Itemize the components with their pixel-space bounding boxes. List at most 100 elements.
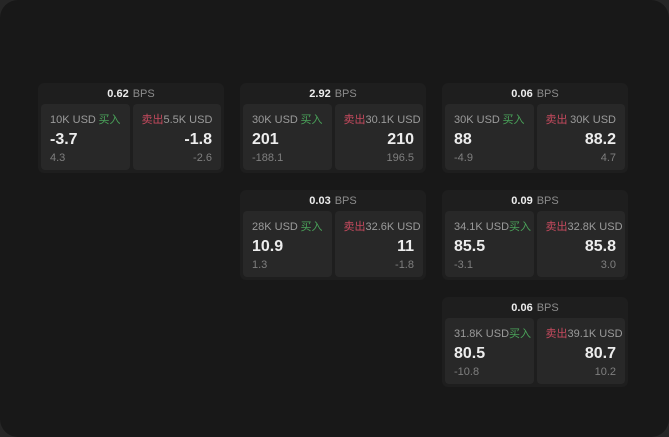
sell-panel-header: 卖出 5.5K USD — [142, 111, 213, 127]
buy-panel[interactable]: 31.8K USD 买入 80.5 -10.8 — [445, 318, 534, 384]
buy-price-value: 10.9 — [252, 237, 284, 255]
sell-side-label: 卖出 — [343, 221, 366, 233]
buy-panel[interactable]: 10K USD 买入 -3.7 4.3 — [41, 104, 130, 170]
sell-price-value: 80.7 — [584, 344, 616, 362]
quote-card: 0.06 BPS 30K USD 买入 88 -4.9 卖出 30K USD 8… — [442, 83, 628, 173]
buy-panel[interactable]: 30K USD 买入 201 -188.1 — [243, 104, 332, 170]
sell-panel-header: 卖出 32.8K USD — [545, 218, 623, 234]
sell-delta-value: -2.6 — [193, 152, 212, 164]
buy-delta-value: -3.1 — [454, 259, 473, 271]
sell-size-label: 39.1K USD — [567, 328, 623, 340]
buy-delta-value: 1.3 — [252, 259, 268, 271]
card-header: 0.06 BPS — [445, 297, 625, 318]
sell-panel[interactable]: 卖出 39.1K USD 80.7 10.2 — [536, 318, 625, 384]
buy-panel-header: 34.1K USD 买入 — [454, 218, 531, 234]
buy-size-label: 30K USD — [252, 114, 298, 126]
sell-side-label: 卖出 — [545, 114, 568, 126]
bps-unit-label: BPS — [334, 194, 357, 207]
buy-delta-value: -10.8 — [454, 366, 480, 378]
sell-delta-value: 4.7 — [600, 152, 616, 164]
card-header: 0.03 BPS — [243, 190, 423, 211]
card-body: 34.1K USD 买入 85.5 -3.1 卖出 32.8K USD 85.8… — [445, 211, 625, 277]
buy-side-label: 买入 — [509, 328, 532, 340]
sell-size-label: 30.1K USD — [365, 114, 421, 126]
sell-panel-header: 卖出 32.6K USD — [343, 218, 421, 234]
sell-side-label: 卖出 — [545, 221, 568, 233]
sell-delta-value: 10.2 — [594, 366, 616, 378]
sell-size-label: 32.8K USD — [567, 221, 623, 233]
card-body: 10K USD 买入 -3.7 4.3 卖出 5.5K USD -1.8 -2.… — [41, 104, 221, 170]
bps-value: 0.06 — [511, 87, 533, 100]
buy-panel-header: 30K USD 买入 — [454, 111, 525, 127]
sell-price-value: 210 — [387, 130, 414, 148]
sell-price-value: 11 — [397, 237, 414, 255]
buy-panel[interactable]: 28K USD 买入 10.9 1.3 — [243, 211, 332, 277]
buy-side-label: 买入 — [509, 221, 532, 233]
sell-panel-header: 卖出 30.1K USD — [343, 111, 421, 127]
quote-card: 2.92 BPS 30K USD 买入 201 -188.1 卖出 30.1K … — [240, 83, 426, 173]
buy-size-label: 31.8K USD — [454, 328, 510, 340]
card-header: 0.06 BPS — [445, 83, 625, 104]
buy-price-value: -3.7 — [50, 130, 78, 148]
buy-delta-value: -188.1 — [252, 152, 284, 164]
buy-size-label: 34.1K USD — [454, 221, 510, 233]
quote-card: 0.62 BPS 10K USD 买入 -3.7 4.3 卖出 5.5K USD… — [38, 83, 224, 173]
quote-card: 0.03 BPS 28K USD 买入 10.9 1.3 卖出 32.6K US… — [240, 190, 426, 280]
sell-panel-header: 卖出 30K USD — [546, 111, 617, 127]
buy-side-label: 买入 — [300, 114, 323, 126]
buy-panel[interactable]: 34.1K USD 买入 85.5 -3.1 — [445, 211, 534, 277]
quote-card: 0.06 BPS 31.8K USD 买入 80.5 -10.8 卖出 39.1… — [442, 297, 628, 387]
buy-size-label: 10K USD — [50, 114, 96, 126]
buy-side-label: 买入 — [502, 114, 525, 126]
sell-panel-header: 卖出 39.1K USD — [545, 325, 623, 341]
bps-unit-label: BPS — [536, 87, 559, 100]
sell-side-label: 卖出 — [141, 114, 164, 126]
bps-value: 0.03 — [309, 194, 331, 207]
sell-panel[interactable]: 卖出 5.5K USD -1.8 -2.6 — [132, 104, 221, 170]
card-body: 30K USD 买入 88 -4.9 卖出 30K USD 88.2 4.7 — [445, 104, 625, 170]
sell-delta-value: -1.8 — [395, 259, 414, 271]
card-header: 0.09 BPS — [445, 190, 625, 211]
card-body: 31.8K USD 买入 80.5 -10.8 卖出 39.1K USD 80.… — [445, 318, 625, 384]
card-header: 0.62 BPS — [41, 83, 221, 104]
bps-unit-label: BPS — [536, 194, 559, 207]
bps-value: 0.09 — [511, 194, 533, 207]
buy-price-value: 201 — [252, 130, 279, 148]
card-body: 28K USD 买入 10.9 1.3 卖出 32.6K USD 11 -1.8 — [243, 211, 423, 277]
card-header: 2.92 BPS — [243, 83, 423, 104]
buy-panel[interactable]: 30K USD 买入 88 -4.9 — [445, 104, 534, 170]
sell-size-label: 30K USD — [570, 114, 616, 126]
bps-unit-label: BPS — [334, 87, 357, 100]
sell-panel[interactable]: 卖出 30K USD 88.2 4.7 — [536, 104, 625, 170]
sell-panel[interactable]: 卖出 32.8K USD 85.8 3.0 — [536, 211, 625, 277]
sell-price-value: 88.2 — [584, 130, 616, 148]
buy-delta-value: -4.9 — [454, 152, 473, 164]
sell-price-value: -1.8 — [184, 130, 212, 148]
buy-panel-header: 30K USD 买入 — [252, 111, 323, 127]
buy-size-label: 28K USD — [252, 221, 298, 233]
buy-price-value: 85.5 — [454, 237, 486, 255]
buy-delta-value: 4.3 — [50, 152, 66, 164]
sell-panel[interactable]: 卖出 32.6K USD 11 -1.8 — [334, 211, 423, 277]
buy-panel-header: 10K USD 买入 — [50, 111, 121, 127]
buy-panel-header: 28K USD 买入 — [252, 218, 323, 234]
buy-side-label: 买入 — [98, 114, 121, 126]
sell-price-value: 85.8 — [584, 237, 616, 255]
sell-panel[interactable]: 卖出 30.1K USD 210 196.5 — [334, 104, 423, 170]
bps-value: 2.92 — [309, 87, 331, 100]
buy-price-value: 88 — [454, 130, 472, 148]
sell-side-label: 卖出 — [343, 114, 366, 126]
sell-size-label: 5.5K USD — [163, 114, 213, 126]
bps-value: 0.06 — [511, 301, 533, 314]
bps-unit-label: BPS — [536, 301, 559, 314]
buy-price-value: 80.5 — [454, 344, 486, 362]
card-grid: 0.62 BPS 10K USD 买入 -3.7 4.3 卖出 5.5K USD… — [38, 83, 628, 387]
card-body: 30K USD 买入 201 -188.1 卖出 30.1K USD 210 1… — [243, 104, 423, 170]
bps-unit-label: BPS — [132, 87, 155, 100]
sell-delta-value: 196.5 — [386, 152, 414, 164]
sell-side-label: 卖出 — [545, 328, 568, 340]
buy-panel-header: 31.8K USD 买入 — [454, 325, 531, 341]
sell-delta-value: 3.0 — [600, 259, 616, 271]
quote-card: 0.09 BPS 34.1K USD 买入 85.5 -3.1 卖出 32.8K… — [442, 190, 628, 280]
